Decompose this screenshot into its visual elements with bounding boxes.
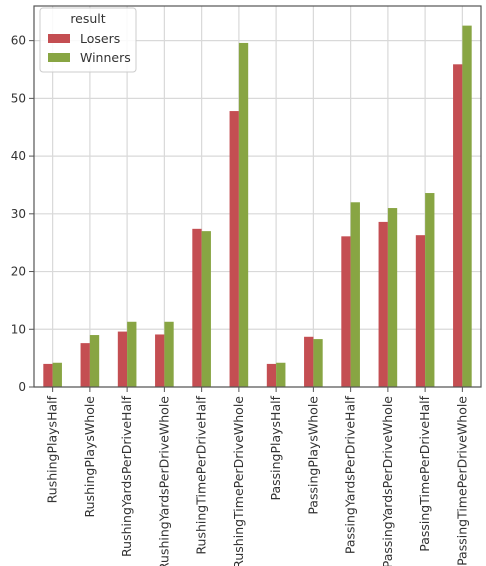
- bars: [43, 25, 472, 388]
- x-tick-label: RushingYardsPerDriveWhole: [156, 396, 171, 566]
- x-axis-ticks: RushingPlaysHalf RushingPlaysWhole Rushing…: [45, 387, 469, 566]
- x-tick-label: RushingTimePerDriveWhole: [231, 396, 246, 566]
- y-tick-label: 20: [11, 265, 26, 279]
- bar-winners-PassingPlaysWhole: [313, 339, 323, 387]
- bar-losers-RushingYardsPerDriveHalf: [117, 331, 128, 387]
- y-tick-label: 60: [11, 34, 26, 48]
- bar-winners-PassingPlaysHalf: [276, 362, 286, 387]
- bar-winners-RushingYardsPerDriveHalf: [127, 321, 137, 387]
- legend-title: result: [70, 11, 105, 26]
- bar-losers-PassingYardsPerDriveWhole: [378, 221, 388, 387]
- bar-winners-RushingPlaysWhole: [89, 335, 100, 387]
- bar-winners-PassingYardsPerDriveHalf: [350, 202, 360, 387]
- y-tick-label: 10: [11, 322, 26, 336]
- bar-winners-RushingYardsPerDriveWhole: [164, 321, 174, 387]
- bar-losers-RushingTimePerDriveHalf: [192, 228, 202, 387]
- bar-losers-PassingYardsPerDriveHalf: [341, 236, 351, 387]
- x-tick-label: PassingPlaysHalf: [268, 395, 283, 500]
- bar-winners-PassingTimePerDriveWhole: [462, 25, 472, 388]
- bar-losers-RushingYardsPerDriveWhole: [155, 334, 165, 387]
- legend: result Losers Winners: [39, 7, 137, 73]
- x-tick-label: PassingTimePerDriveHalf: [417, 395, 432, 551]
- bar-losers-PassingTimePerDriveWhole: [453, 64, 463, 388]
- x-tick-label: RushingPlaysWhole: [82, 396, 97, 518]
- y-axis-ticks: 0 10 20 30 40 50 60: [11, 34, 34, 394]
- bar-losers-RushingPlaysHalf: [43, 363, 53, 387]
- x-tick-label: PassingTimePerDriveWhole: [454, 396, 469, 566]
- plot-frame: [33, 5, 482, 388]
- bar-losers-PassingTimePerDriveHalf: [415, 235, 426, 387]
- legend-swatch-losers: [48, 34, 70, 43]
- y-tick-label: 40: [11, 149, 26, 163]
- x-tick-label: PassingYardsPerDriveWhole: [380, 396, 395, 566]
- bar-losers-PassingPlaysHalf: [266, 363, 277, 387]
- bar-losers-RushingTimePerDriveWhole: [229, 111, 239, 388]
- x-tick-label: RushingTimePerDriveHalf: [194, 395, 209, 554]
- bar-winners-RushingPlaysHalf: [52, 362, 62, 387]
- bar-losers-PassingPlaysWhole: [304, 336, 314, 387]
- x-tick-label: RushingPlaysHalf: [45, 395, 60, 503]
- y-tick-label: 30: [11, 207, 26, 221]
- x-tick-label: RushingYardsPerDriveHalf: [119, 395, 134, 557]
- legend-label-winners: Winners: [80, 50, 131, 65]
- y-tick-label: 0: [18, 380, 26, 394]
- x-tick-label: PassingYardsPerDriveHalf: [343, 395, 358, 554]
- x-tick-label: PassingPlaysWhole: [305, 396, 320, 515]
- bar-winners-RushingTimePerDriveWhole: [238, 42, 249, 387]
- legend-swatch-winners: [48, 53, 70, 62]
- legend-label-losers: Losers: [80, 31, 120, 46]
- bar-losers-RushingPlaysWhole: [80, 343, 90, 387]
- bar-winners-PassingTimePerDriveHalf: [425, 193, 435, 387]
- bar-winners-PassingYardsPerDriveWhole: [387, 208, 398, 387]
- bar-winners-RushingTimePerDriveHalf: [201, 231, 211, 387]
- y-tick-label: 50: [11, 91, 26, 105]
